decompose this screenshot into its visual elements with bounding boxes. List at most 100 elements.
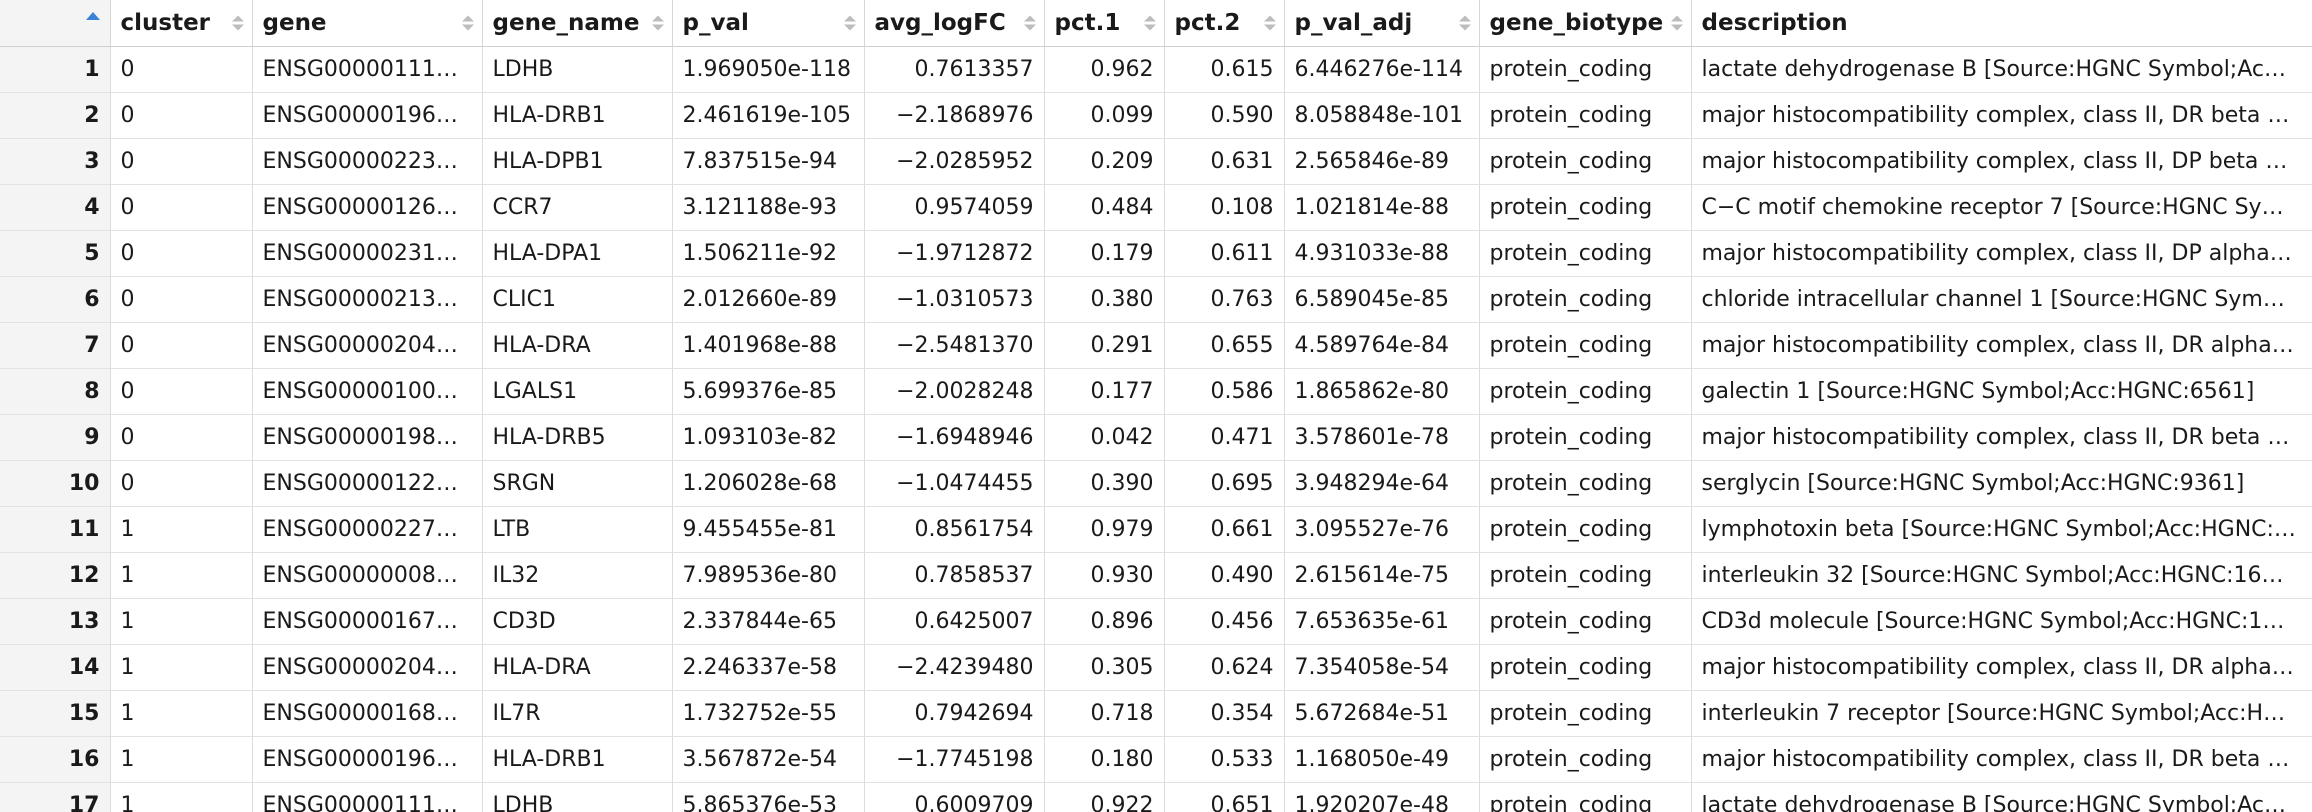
cell-avg-logfc: 0.9574059 xyxy=(864,184,1045,231)
cell-gene-biotype: protein_coding xyxy=(1479,138,1692,185)
cell-cluster: 0 xyxy=(110,414,253,461)
column-header-p-val[interactable]: p_val xyxy=(672,0,865,47)
table-row[interactable]: 9 0 ENSG00000198502 HLA-DRB5 1.093103e-8… xyxy=(0,414,2312,461)
cell-p-val-adj: 3.948294e-64 xyxy=(1284,460,1480,507)
sort-icon[interactable] xyxy=(461,15,474,31)
cell-p-val-adj: 1.920207e-48 xyxy=(1284,782,1480,812)
cell-p-val: 7.837515e-94 xyxy=(672,138,865,185)
sort-icon[interactable] xyxy=(843,15,856,31)
sort-icon[interactable] xyxy=(651,15,664,31)
table-row[interactable]: 5 0 ENSG00000231389 HLA-DPA1 1.506211e-9… xyxy=(0,230,2312,277)
cell-gene-name: HLA-DPB1 xyxy=(482,138,673,185)
table-row[interactable]: 17 1 ENSG00000111716 LDHB 5.865376e-53 0… xyxy=(0,782,2312,812)
cell-cluster: 1 xyxy=(110,552,253,599)
cell-p-val: 1.206028e-68 xyxy=(672,460,865,507)
table-row[interactable]: 4 0 ENSG00000126353 CCR7 3.121188e-93 0.… xyxy=(0,184,2312,231)
table-row[interactable]: 11 1 ENSG00000227507 LTB 9.455455e-81 0.… xyxy=(0,506,2312,553)
cell-avg-logfc: −2.4239480 xyxy=(864,644,1045,691)
row-index: 2 xyxy=(0,92,111,139)
cell-gene: ENSG00000111716 xyxy=(252,46,483,93)
cell-gene-biotype: protein_coding xyxy=(1479,644,1692,691)
column-header-cluster[interactable]: cluster xyxy=(110,0,253,47)
cell-p-val-adj: 2.565846e-89 xyxy=(1284,138,1480,185)
cell-cluster: 1 xyxy=(110,736,253,783)
cell-gene-name: IL32 xyxy=(482,552,673,599)
cell-gene-name: SRGN xyxy=(482,460,673,507)
cell-p-val-adj: 2.615614e-75 xyxy=(1284,552,1480,599)
table-row[interactable]: 3 0 ENSG00000223865 HLA-DPB1 7.837515e-9… xyxy=(0,138,2312,185)
cell-gene: ENSG00000196126 xyxy=(252,736,483,783)
cell-p-val-adj: 8.058848e-101 xyxy=(1284,92,1480,139)
table-row[interactable]: 12 1 ENSG00000008517 IL32 7.989536e-80 0… xyxy=(0,552,2312,599)
cell-avg-logfc: −1.6948946 xyxy=(864,414,1045,461)
cell-gene: ENSG00000196126 xyxy=(252,92,483,139)
sort-ascending-icon[interactable] xyxy=(86,12,100,20)
cell-pct-2: 0.108 xyxy=(1164,184,1285,231)
sort-icon[interactable] xyxy=(1458,15,1471,31)
column-header-avg-logfc[interactable]: avg_logFC xyxy=(864,0,1045,47)
row-index: 7 xyxy=(0,322,111,369)
cell-pct-2: 0.661 xyxy=(1164,506,1285,553)
column-header-p-val-adj[interactable]: p_val_adj xyxy=(1284,0,1480,47)
table-row[interactable]: 6 0 ENSG00000213719 CLIC1 2.012660e-89 −… xyxy=(0,276,2312,323)
cell-gene-name: CLIC1 xyxy=(482,276,673,323)
cell-gene-name: HLA-DRB5 xyxy=(482,414,673,461)
column-header-pct-2[interactable]: pct.2 xyxy=(1164,0,1285,47)
cell-description: major histocompatibility complex, class … xyxy=(1691,414,2312,461)
column-header-gene-biotype[interactable]: gene_biotype xyxy=(1479,0,1692,47)
column-header-gene[interactable]: gene xyxy=(252,0,483,47)
table-row[interactable]: 16 1 ENSG00000196126 HLA-DRB1 3.567872e-… xyxy=(0,736,2312,783)
cell-pct-1: 0.209 xyxy=(1044,138,1165,185)
cell-pct-2: 0.533 xyxy=(1164,736,1285,783)
cell-p-val: 2.461619e-105 xyxy=(672,92,865,139)
row-index: 6 xyxy=(0,276,111,323)
table-row[interactable]: 2 0 ENSG00000196126 HLA-DRB1 2.461619e-1… xyxy=(0,92,2312,139)
sort-icon[interactable] xyxy=(231,15,244,31)
cell-gene-biotype: protein_coding xyxy=(1479,782,1692,812)
table-row[interactable]: 15 1 ENSG00000168685 IL7R 1.732752e-55 0… xyxy=(0,690,2312,737)
cell-gene: ENSG00000167286 xyxy=(252,598,483,645)
table-row[interactable]: 14 1 ENSG00000204287 HLA-DRA 2.246337e-5… xyxy=(0,644,2312,691)
cell-gene: ENSG00000111716 xyxy=(252,782,483,812)
cell-gene: ENSG00000122862 xyxy=(252,460,483,507)
cell-gene-name: HLA-DPA1 xyxy=(482,230,673,277)
row-index-header[interactable] xyxy=(0,0,111,47)
row-index: 1 xyxy=(0,46,111,93)
cell-cluster: 0 xyxy=(110,46,253,93)
table-row[interactable]: 13 1 ENSG00000167286 CD3D 2.337844e-65 0… xyxy=(0,598,2312,645)
column-header-gene-name[interactable]: gene_name xyxy=(482,0,673,47)
cell-gene-name: LDHB xyxy=(482,782,673,812)
table-row[interactable]: 7 0 ENSG00000204287 HLA-DRA 1.401968e-88… xyxy=(0,322,2312,369)
cell-pct-2: 0.624 xyxy=(1164,644,1285,691)
column-header-description[interactable]: description xyxy=(1691,0,2312,47)
cell-gene-name: CD3D xyxy=(482,598,673,645)
table-row[interactable]: 8 0 ENSG00000100097 LGALS1 5.699376e-85 … xyxy=(0,368,2312,415)
cell-p-val: 1.401968e-88 xyxy=(672,322,865,369)
sort-icon[interactable] xyxy=(1670,15,1683,31)
cell-avg-logfc: −1.0474455 xyxy=(864,460,1045,507)
sort-icon[interactable] xyxy=(1023,15,1036,31)
cell-p-val: 7.989536e-80 xyxy=(672,552,865,599)
table-row[interactable]: 10 0 ENSG00000122862 SRGN 1.206028e-68 −… xyxy=(0,460,2312,507)
table-row[interactable]: 1 0 ENSG00000111716 LDHB 1.969050e-118 0… xyxy=(0,46,2312,93)
cell-pct-2: 0.490 xyxy=(1164,552,1285,599)
cell-gene-name: IL7R xyxy=(482,690,673,737)
table-body: 1 0 ENSG00000111716 LDHB 1.969050e-118 0… xyxy=(0,46,2312,812)
cell-p-val-adj: 6.446276e-114 xyxy=(1284,46,1480,93)
cell-cluster: 1 xyxy=(110,644,253,691)
cell-cluster: 0 xyxy=(110,92,253,139)
cell-pct-2: 0.631 xyxy=(1164,138,1285,185)
column-header-pct-1[interactable]: pct.1 xyxy=(1044,0,1165,47)
cell-cluster: 0 xyxy=(110,184,253,231)
cell-description: interleukin 32 [Source:HGNC Symbol;Acc:H… xyxy=(1691,552,2312,599)
column-header-label: gene_name xyxy=(492,9,640,36)
cell-pct-1: 0.718 xyxy=(1044,690,1165,737)
cell-avg-logfc: −1.9712872 xyxy=(864,230,1045,277)
sort-icon[interactable] xyxy=(1263,15,1276,31)
cell-p-val: 5.865376e-53 xyxy=(672,782,865,812)
cell-gene-name: HLA-DRB1 xyxy=(482,92,673,139)
cell-pct-1: 0.484 xyxy=(1044,184,1165,231)
cell-gene: ENSG00000008517 xyxy=(252,552,483,599)
cell-gene-biotype: protein_coding xyxy=(1479,460,1692,507)
sort-icon[interactable] xyxy=(1143,15,1156,31)
